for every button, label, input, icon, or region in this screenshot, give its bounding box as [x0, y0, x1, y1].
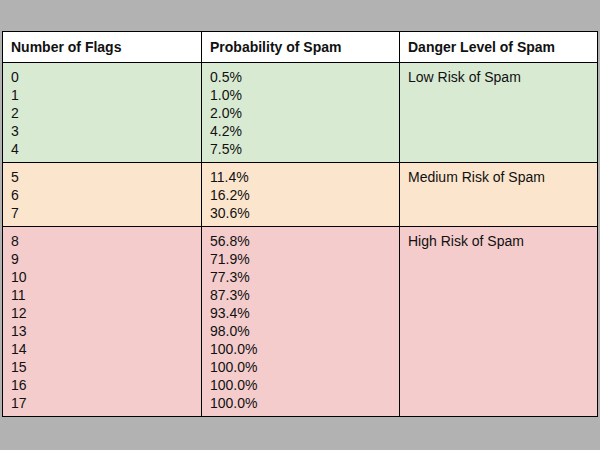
flags-cell-line: 9 [11, 250, 193, 268]
flags-cell-line: 8 [11, 232, 193, 250]
probability-cell-line: 30.6% [210, 204, 391, 222]
table-body: 012340.5%1.0%2.0%4.2%7.5%Low Risk of Spa… [3, 63, 598, 417]
probability-cell-line: 56.8% [210, 232, 391, 250]
probability-cell-line: 16.2% [210, 186, 391, 204]
probability-cell: 0.5%1.0%2.0%4.2%7.5% [202, 63, 400, 163]
flags-cell-line: 13 [11, 322, 193, 340]
probability-cell-line: 71.9% [210, 250, 391, 268]
flags-cell-line: 1 [11, 86, 193, 104]
probability-cell-line: 2.0% [210, 104, 391, 122]
col-header-danger-level-of-spam: Danger Level of Spam [400, 32, 598, 63]
col-header-probability-of-spam: Probability of Spam [202, 32, 400, 63]
flags-cell-line: 7 [11, 204, 193, 222]
flags-cell: 567 [3, 163, 202, 227]
probability-cell-line: 0.5% [210, 68, 391, 86]
flags-cell-line: 14 [11, 340, 193, 358]
flags-cell-line: 16 [11, 376, 193, 394]
probability-cell-line: 100.0% [210, 376, 391, 394]
probability-cell-line: 11.4% [210, 168, 391, 186]
flags-cell-line: 0 [11, 68, 193, 86]
flags-cell-line: 3 [11, 122, 193, 140]
flags-cell-line: 15 [11, 358, 193, 376]
risk-section-row: 012340.5%1.0%2.0%4.2%7.5%Low Risk of Spa… [3, 63, 598, 163]
probability-cell-line: 4.2% [210, 122, 391, 140]
probability-cell-line: 100.0% [210, 340, 391, 358]
danger-level-cell: High Risk of Spam [400, 227, 598, 417]
risk-label: High Risk of Spam [408, 232, 589, 250]
flags-cell-line: 17 [11, 394, 193, 412]
danger-level-cell: Medium Risk of Spam [400, 163, 598, 227]
probability-cell-line: 93.4% [210, 304, 391, 322]
probability-cell: 56.8%71.9%77.3%87.3%93.4%98.0%100.0%100.… [202, 227, 400, 417]
risk-section-row: 89101112131415161756.8%71.9%77.3%87.3%93… [3, 227, 598, 417]
col-header-number-of-flags: Number of Flags [3, 32, 202, 63]
risk-label: Low Risk of Spam [408, 68, 589, 86]
probability-cell-line: 77.3% [210, 268, 391, 286]
flags-cell-line: 6 [11, 186, 193, 204]
page-background: Number of Flags Probability of Spam Dang… [0, 0, 600, 450]
flags-cell: 01234 [3, 63, 202, 163]
probability-cell-line: 100.0% [210, 394, 391, 412]
flags-cell-line: 10 [11, 268, 193, 286]
flags-cell-line: 5 [11, 168, 193, 186]
flags-cell-line: 11 [11, 286, 193, 304]
probability-cell-line: 87.3% [210, 286, 391, 304]
risk-section-row: 56711.4%16.2%30.6%Medium Risk of Spam [3, 163, 598, 227]
probability-cell-line: 1.0% [210, 86, 391, 104]
risk-label: Medium Risk of Spam [408, 168, 589, 186]
probability-cell-line: 98.0% [210, 322, 391, 340]
flags-cell-line: 2 [11, 104, 193, 122]
probability-cell: 11.4%16.2%30.6% [202, 163, 400, 227]
spam-risk-table: Number of Flags Probability of Spam Dang… [2, 31, 598, 417]
header-row: Number of Flags Probability of Spam Dang… [3, 32, 598, 63]
probability-cell-line: 100.0% [210, 358, 391, 376]
danger-level-cell: Low Risk of Spam [400, 63, 598, 163]
flags-cell-line: 4 [11, 140, 193, 158]
flags-cell-line: 12 [11, 304, 193, 322]
flags-cell: 891011121314151617 [3, 227, 202, 417]
probability-cell-line: 7.5% [210, 140, 391, 158]
